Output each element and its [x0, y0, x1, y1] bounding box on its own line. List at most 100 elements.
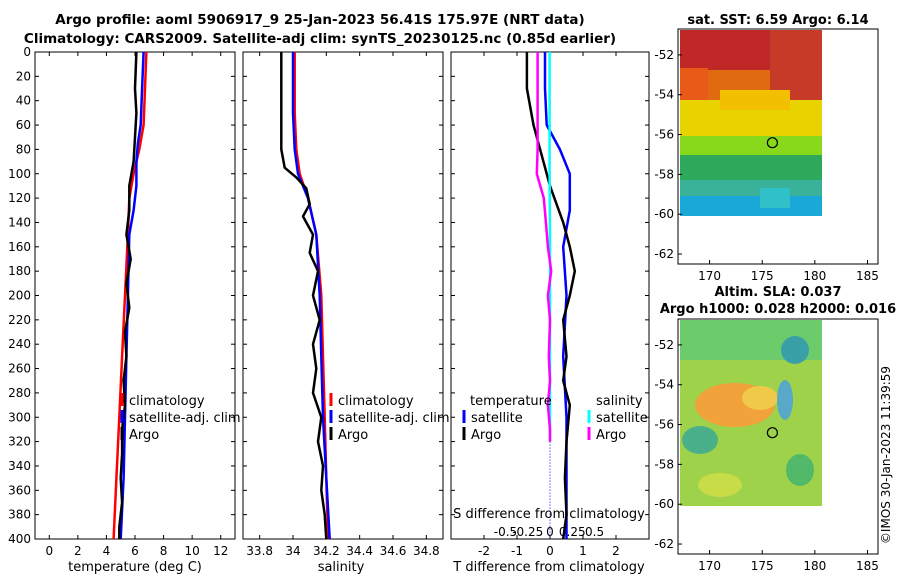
- sla-map-title-line2: Argo h1000: 0.028 h2000: 0.016: [660, 302, 896, 317]
- x-tick-label: 34.4: [346, 544, 373, 558]
- sla-low-northeast: [781, 336, 809, 364]
- sst-cyan-band: [680, 196, 822, 216]
- legend-s-argo: Argo: [596, 428, 626, 443]
- salinity-ticks: 33.8 34 34.2 34.4 34.6 34.8: [243, 51, 443, 558]
- depth-tick-label: 220: [8, 313, 31, 327]
- depth-tick-label: 240: [8, 337, 31, 351]
- series-t-satellite: [543, 52, 572, 539]
- x-tick-label: 0: [546, 544, 554, 558]
- sla-map-title-line1: Altim. SLA: 0.037: [715, 285, 842, 300]
- sla-south-patch: [698, 473, 742, 497]
- sst-warm-northeast: [770, 30, 822, 100]
- sst-yellow-patch: [720, 90, 790, 110]
- x-tick-label: 6: [131, 544, 139, 558]
- map-y-tick-label: -52: [654, 48, 674, 62]
- sla-map-ticks: 170 175 180 185 -52 -54 -56 -58 -60 -62: [654, 338, 879, 573]
- depth-tick-label: 140: [8, 215, 31, 229]
- legend-salinity-title: salinity: [596, 394, 643, 409]
- map-x-tick-label: 170: [698, 559, 721, 573]
- x-tick-label: 4: [103, 544, 111, 558]
- salinity-axes-box: [242, 51, 444, 540]
- map-y-tick-label: -60: [654, 207, 674, 221]
- depth-tick-label: 120: [8, 191, 31, 205]
- figure-title-line2: Climatology: CARS2009. Satellite-adj cli…: [24, 31, 616, 47]
- series-satellite-adj-clim: [119, 51, 145, 540]
- x-tick-label: 10: [185, 544, 200, 558]
- depth-tick-label: 180: [8, 264, 31, 278]
- sst-map: sat. SST: 6.59 Argo: 6.14 170 175 180 185 -5…: [654, 13, 879, 283]
- x-tick-label: 8: [160, 544, 168, 558]
- salinity-xlabel: salinity: [318, 560, 365, 575]
- salinity-panel: 33.8 34 34.2 34.4 34.6 34.8 salinity climatol…: [242, 51, 450, 575]
- temperature-legend: climatology satellite-adj. clim Argo: [120, 393, 241, 443]
- x-tick-label: 0: [45, 544, 53, 558]
- depth-tick-label: 400: [8, 532, 31, 546]
- legend-t-argo: Argo: [471, 428, 501, 443]
- x-tick-label: -1: [511, 544, 523, 558]
- legend-argo: Argo: [338, 428, 368, 443]
- series-t-argo: [525, 52, 577, 540]
- x-tick-label: 33.8: [246, 544, 273, 558]
- legend-t-satellite: satellite: [471, 411, 523, 426]
- x-tick-label: 34.2: [313, 544, 340, 558]
- s-tick-label: -0.5: [494, 525, 517, 539]
- map-y-tick-label: -56: [654, 418, 674, 432]
- imos-watermark: ©IMOS 30-Jan-2023 11:39:59: [879, 366, 893, 544]
- difference-legend: temperature satellite Argo salinity sate…: [462, 394, 648, 443]
- legend-s-satellite: satellite: [596, 411, 648, 426]
- legend-temperature-title: temperature: [470, 394, 552, 409]
- depth-tick-label: 280: [8, 386, 31, 400]
- depth-tick-label: 160: [8, 240, 31, 254]
- legend-satellite-adj: satellite-adj. clim: [129, 411, 241, 426]
- legend-satellite-adj: satellite-adj. clim: [338, 411, 450, 426]
- map-x-tick-label: 175: [751, 559, 774, 573]
- x-tick-label: 2: [612, 544, 620, 558]
- temperature-panel: 0204060801001201401601802002202402602803…: [8, 45, 241, 575]
- sst-cyan-patch: [760, 188, 790, 208]
- difference-xlabel: T difference from climatology: [452, 560, 645, 575]
- map-y-tick-label: -58: [654, 167, 674, 181]
- sla-low-west: [682, 426, 718, 454]
- map-x-tick-label: 185: [856, 269, 879, 283]
- series-argo: [118, 51, 138, 539]
- salinity-lines: [280, 52, 331, 540]
- map-y-tick-label: -54: [654, 378, 674, 392]
- temperature-ticks: 0204060801001201401601802002202402602803…: [8, 45, 235, 558]
- sst-teal-band: [680, 180, 822, 198]
- depth-tick-label: 80: [16, 142, 31, 156]
- temperature-xlabel: temperature (deg C): [68, 560, 202, 575]
- difference-top-xlabel: S difference from climatology: [453, 507, 645, 522]
- depth-tick-label: 100: [8, 167, 31, 181]
- depth-tick-label: 260: [8, 362, 31, 376]
- sst-light-green-band: [680, 136, 822, 158]
- sla-float-marker: [766, 427, 779, 439]
- map-y-tick-label: -56: [654, 128, 674, 142]
- depth-tick-label: 300: [8, 410, 31, 424]
- s-tick-label: 0.5: [585, 525, 604, 539]
- legend-climatology: climatology: [338, 394, 414, 409]
- x-tick-label: 34.6: [380, 544, 407, 558]
- depth-tick-label: 340: [8, 459, 31, 473]
- map-y-tick-label: -52: [654, 338, 674, 352]
- sla-low-east: [777, 380, 793, 420]
- x-tick-label: 34.8: [413, 544, 440, 558]
- map-y-tick-label: -62: [654, 537, 674, 551]
- depth-tick-label: 360: [8, 483, 31, 497]
- series-satellite-adj-clim: [291, 52, 331, 540]
- difference-lines: [525, 52, 577, 540]
- sst-map-title: sat. SST: 6.59 Argo: 6.14: [687, 13, 868, 28]
- map-x-tick-label: 170: [698, 269, 721, 283]
- depth-tick-label: 0: [23, 45, 31, 59]
- map-y-tick-label: -58: [654, 457, 674, 471]
- salinity-legend: climatology satellite-adj. clim Argo: [329, 393, 450, 443]
- sst-map-ticks: 170 175 180 185 -52 -54 -56 -58 -60 -62: [654, 48, 879, 283]
- map-x-tick-label: 175: [751, 269, 774, 283]
- sla-southeast-patch: [786, 454, 814, 486]
- map-x-tick-label: 185: [856, 559, 879, 573]
- depth-tick-label: 40: [16, 94, 31, 108]
- figure-title-line1: Argo profile: aoml 5906917_9 25-Jan-2023…: [55, 12, 584, 28]
- depth-tick-label: 320: [8, 435, 31, 449]
- map-y-tick-label: -54: [654, 88, 674, 102]
